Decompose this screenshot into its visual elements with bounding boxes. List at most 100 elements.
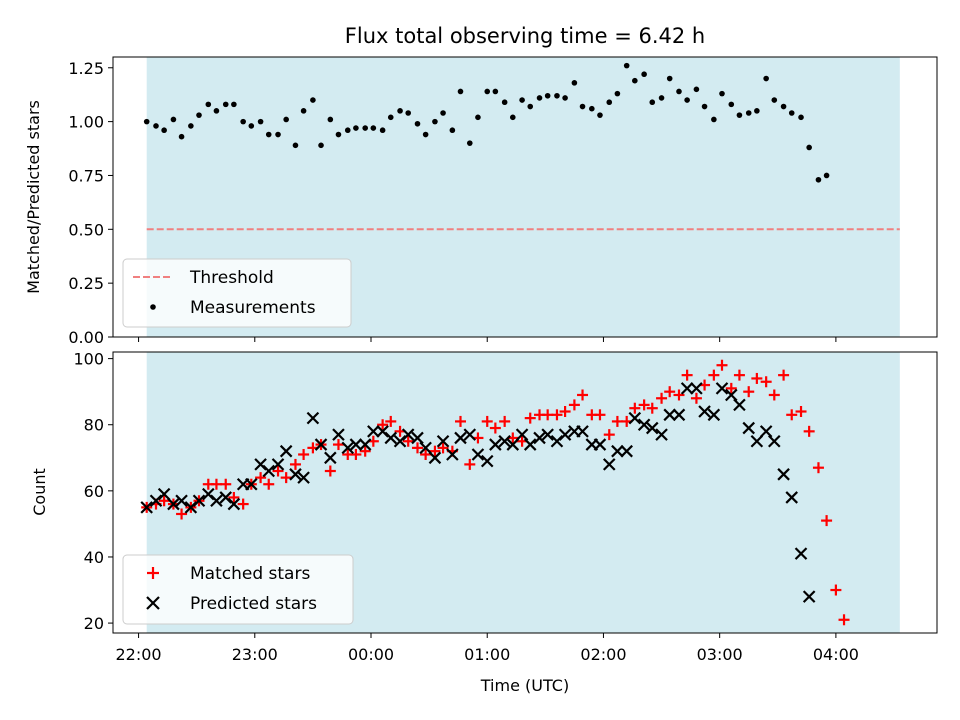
predicted-star-stroke-b	[279, 444, 293, 458]
measurement-point	[754, 108, 760, 114]
predicted-star-stroke-b	[262, 464, 276, 478]
measurement-point	[275, 131, 281, 138]
predicted-star-point	[454, 431, 467, 445]
predicted-star-point	[306, 411, 320, 425]
predicted-star-stroke-b	[314, 438, 328, 451]
measurement-point	[222, 101, 229, 108]
predicted-star-point	[715, 382, 729, 395]
bottom-y-tick-label: 80	[84, 416, 104, 435]
predicted-star-point	[436, 434, 450, 448]
measurement-point	[509, 114, 516, 121]
predicted-star-point	[210, 494, 223, 508]
measurement-point	[798, 114, 804, 121]
predicted-star-stroke-b	[645, 421, 659, 435]
bottom-y-ticks: 20 40 60 80 100	[73, 350, 113, 633]
predicted-star-stroke-b	[140, 501, 153, 514]
top-y-tick-label: 0.25	[68, 274, 104, 293]
matched-star-point	[524, 412, 536, 424]
measurement-point	[641, 71, 647, 78]
predicted-star-stroke-b	[663, 408, 676, 422]
legend-matched-label: Matched stars	[190, 564, 310, 584]
measurement-point	[780, 103, 787, 110]
matched-star-point	[542, 409, 554, 421]
matched-star-point	[411, 442, 423, 454]
measurement-point	[579, 103, 586, 110]
measurement-point	[153, 123, 159, 129]
predicted-star-point	[576, 425, 589, 438]
predicted-star-stroke-b	[384, 431, 398, 445]
measurement-point	[554, 92, 560, 99]
predicted-star-point	[698, 405, 711, 418]
matched-star-point	[437, 442, 449, 454]
predicted-star-stroke-b	[271, 458, 285, 471]
measurement-point	[589, 105, 595, 112]
measurement-point	[344, 127, 351, 134]
bottom-legend: Matched stars Predicted stars	[122, 554, 354, 625]
predicted-star-point	[523, 438, 537, 451]
predicted-star-stroke-b	[672, 408, 686, 422]
measurement-point	[327, 116, 334, 123]
measurement-point	[719, 90, 725, 97]
measurement-point	[292, 142, 299, 149]
legend-measurements-label: Measurements	[190, 298, 316, 318]
measurement-point	[484, 88, 491, 95]
matched-star-point	[664, 386, 676, 398]
measurement-point	[519, 97, 525, 103]
measurement-point	[806, 144, 812, 151]
measurement-point	[387, 114, 394, 121]
measurement-point	[823, 172, 830, 179]
measurement-point	[466, 140, 473, 146]
bottom-y-tick-label: 60	[84, 482, 104, 501]
measurement-point	[745, 110, 752, 116]
measurement-point	[213, 108, 220, 114]
predicted-star-point	[690, 382, 703, 395]
measurement-point	[676, 88, 682, 95]
matched-star-point	[280, 472, 292, 484]
measurement-point	[257, 118, 264, 125]
predicted-star-stroke-b	[227, 497, 241, 511]
measurement-point	[379, 127, 386, 134]
predicted-star-stroke-b	[202, 487, 215, 501]
matched-star-point	[359, 445, 371, 457]
matched-star-point	[551, 409, 563, 421]
predicted-star-point	[742, 421, 756, 435]
bottom-y-tick-label: 40	[84, 548, 104, 567]
predicted-star-point	[297, 471, 310, 484]
measurement-point	[362, 125, 368, 131]
predicted-star-point	[628, 411, 642, 425]
predicted-star-stroke-b	[637, 418, 651, 432]
matched-star-point	[778, 369, 790, 381]
matched-star-point	[716, 359, 728, 371]
bottom-y-axis-label: Count	[30, 468, 49, 516]
matched-star-point	[681, 369, 693, 381]
x-tick-label: 23:00	[232, 645, 278, 664]
predicted-star-stroke-b	[341, 441, 355, 455]
predicted-star-point	[593, 438, 607, 451]
matched-star-point	[568, 399, 580, 411]
matched-star-point	[481, 415, 493, 427]
predicted-star-stroke-b	[436, 434, 450, 448]
predicted-star-stroke-b	[680, 382, 694, 395]
chart-title: Flux total observing time = 6.42 h	[345, 24, 705, 48]
predicted-star-point	[777, 468, 790, 481]
measurement-point	[666, 75, 673, 82]
matched-star-point	[812, 462, 824, 474]
predicted-stars-points	[140, 382, 816, 603]
measurement-point	[649, 99, 656, 106]
top-y-tick-label: 1.00	[68, 113, 104, 132]
predicted-star-stroke-b	[349, 438, 363, 451]
predicted-star-point	[341, 441, 355, 455]
matched-star-point	[638, 399, 650, 411]
matched-star-point	[454, 415, 466, 427]
measurement-point	[597, 112, 603, 118]
matched-star-point	[603, 429, 615, 441]
predicted-star-stroke-b	[768, 434, 781, 448]
measurement-point	[544, 92, 551, 99]
measurement-point	[283, 116, 289, 123]
matched-star-point	[263, 478, 275, 490]
matched-star-point	[646, 402, 658, 414]
predicted-star-stroke-b	[611, 444, 624, 458]
bottom-y-tick-label: 20	[84, 614, 104, 633]
matched-star-point	[838, 614, 850, 626]
